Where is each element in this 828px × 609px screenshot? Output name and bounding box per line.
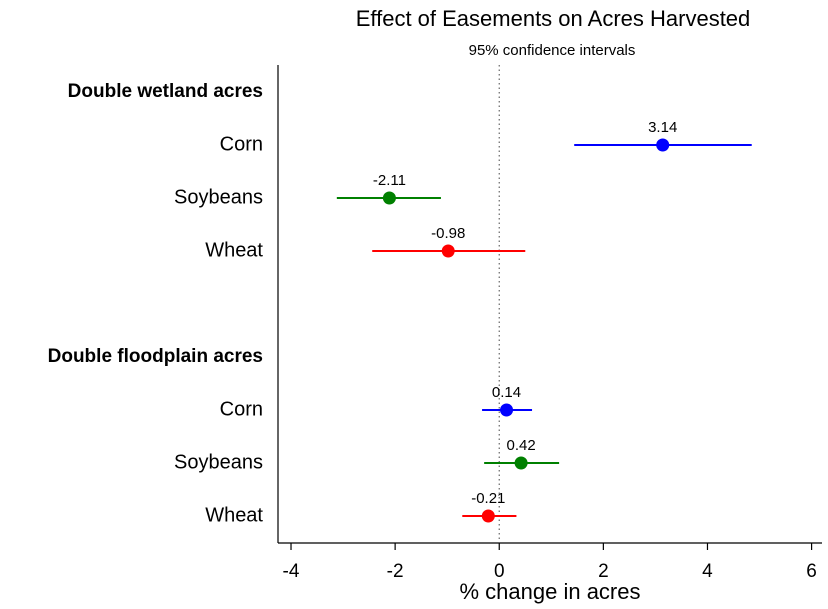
point-estimate xyxy=(500,403,514,417)
value-label: 3.14 xyxy=(648,119,677,136)
x-tick-label: 4 xyxy=(702,561,713,582)
category-label: Corn xyxy=(220,398,263,420)
category-label: Wheat xyxy=(205,504,263,526)
x-tick-label: 6 xyxy=(806,561,817,582)
group-label: Double floodplain acres xyxy=(48,346,263,367)
point-estimate xyxy=(481,509,495,523)
x-axis-label: % change in acres xyxy=(460,579,641,604)
category-label: Soybeans xyxy=(174,451,263,473)
point-estimate xyxy=(656,138,670,152)
x-tick-label: 0 xyxy=(494,561,505,582)
value-label: 0.14 xyxy=(492,384,521,401)
category-label: Corn xyxy=(220,133,263,155)
value-label: -0.21 xyxy=(471,490,505,507)
value-label: -0.98 xyxy=(431,225,465,242)
group-label: Double wetland acres xyxy=(68,81,263,102)
x-tick-label: -4 xyxy=(283,561,300,582)
point-estimate xyxy=(441,244,455,258)
chart-subtitle: 95% confidence intervals xyxy=(469,42,636,59)
point-estimate xyxy=(382,191,396,205)
category-label: Wheat xyxy=(205,239,263,261)
x-tick-label: -2 xyxy=(387,561,404,582)
chart-title: Effect of Easements on Acres Harvested xyxy=(356,6,751,31)
value-label: 0.42 xyxy=(507,437,536,454)
category-label: Soybeans xyxy=(174,186,263,208)
x-tick-label: 2 xyxy=(598,561,609,582)
point-estimate xyxy=(514,456,528,470)
value-label: -2.11 xyxy=(373,172,406,189)
